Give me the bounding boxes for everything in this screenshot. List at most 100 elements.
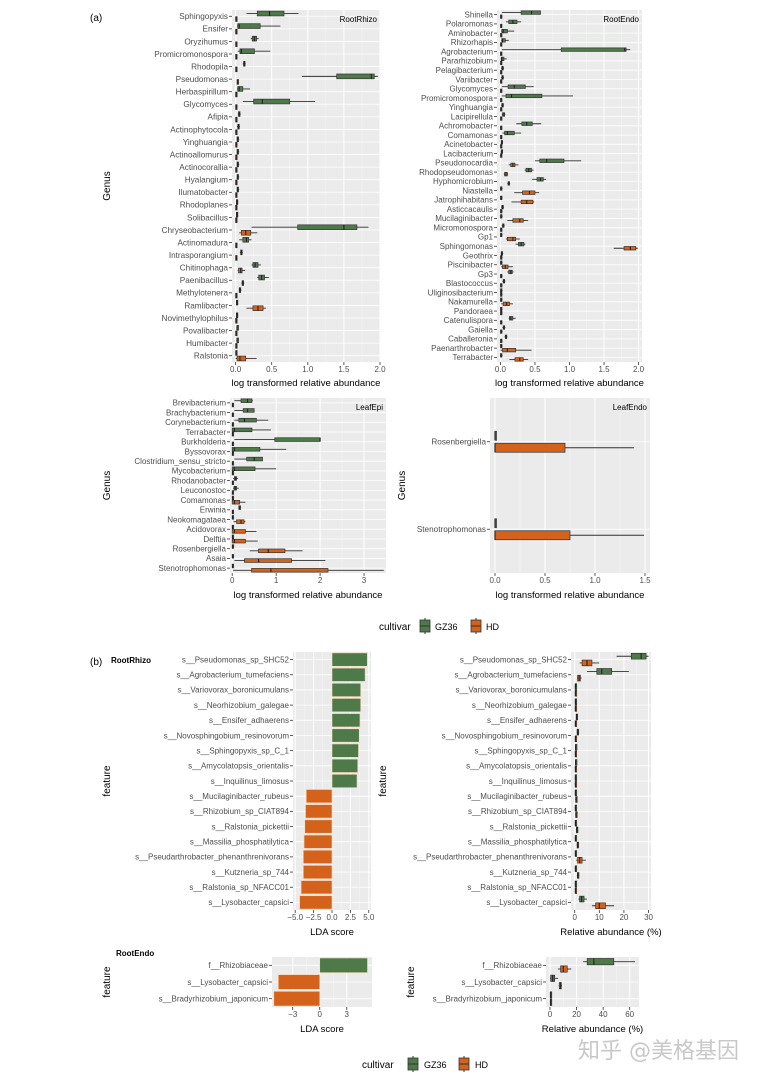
panel-strip-title: RootRhizo xyxy=(340,15,378,24)
y-tick-label: Promicromonospora xyxy=(154,50,228,59)
y-tick-label: s__Rhizobium_sp_CIAT894 xyxy=(468,807,568,816)
box-gz36 xyxy=(231,544,235,549)
y-tick-label: Caballeronia xyxy=(448,335,493,344)
lda-bar xyxy=(331,728,360,743)
box-hd xyxy=(235,28,238,35)
y-tick-label: s__Pseudomonas_sp_SHC52 xyxy=(182,655,290,664)
y-tick-label: Herbaspirillum xyxy=(176,88,229,97)
y-tick-label: Acidovorax xyxy=(186,525,226,534)
box-hd xyxy=(249,548,303,554)
box-gz36 xyxy=(237,123,240,130)
y-tick-label: Pelagibacterium xyxy=(436,66,494,75)
x-axis-title: log transformed relative abundance xyxy=(495,378,644,389)
y-tick-label: Lacibacterium xyxy=(443,149,493,158)
box-gz36 xyxy=(502,130,522,136)
y-tick-label: Leuconostoc xyxy=(181,486,226,495)
box-gz36 xyxy=(234,408,255,413)
box-body xyxy=(494,530,571,541)
box-gz36 xyxy=(500,260,503,265)
box-hd xyxy=(558,982,562,990)
box-hd xyxy=(501,264,513,269)
box-gz36 xyxy=(239,237,252,243)
box-hd xyxy=(231,500,246,505)
box-hd xyxy=(501,301,513,306)
box-hd xyxy=(235,179,238,186)
y-tick-label: s__Ensifer_adhaerens xyxy=(209,716,289,725)
y-tick-label: Stenotrophomonas xyxy=(417,525,486,534)
box-gz36 xyxy=(576,728,580,736)
y-tick-label: Terrabacter xyxy=(453,353,494,362)
box-gz36 xyxy=(235,211,239,218)
box-gz36 xyxy=(500,232,503,238)
box-body xyxy=(238,417,257,423)
y-tick-label: s__Sphingopyxis_sp_C_1 xyxy=(196,746,289,755)
box-gz36 xyxy=(583,958,636,966)
box-hd xyxy=(508,162,519,167)
box-gz36 xyxy=(532,177,547,182)
y-tick-label: s__Neorhizobium_galegae xyxy=(194,701,290,710)
box-body xyxy=(274,437,321,442)
box-body xyxy=(251,568,329,573)
x-tick-label: 1.5 xyxy=(598,365,610,374)
y-tick-label: Gp3 xyxy=(478,270,494,279)
box-gz36 xyxy=(238,287,242,293)
y-tick-label: Acinetobacter xyxy=(444,140,493,149)
box-gz36 xyxy=(500,288,503,293)
legend-key-gz36-bottom-icon xyxy=(407,1056,419,1072)
y-tick-label: Lacipirellula xyxy=(451,112,494,121)
box-gz36 xyxy=(501,10,541,15)
chart-rootrhizo: 0.0 0.5 1.0 1.5 2.0 Sphingopyxis Ensifer Oryzih… xyxy=(102,10,386,389)
box-gz36 xyxy=(236,186,240,193)
x-tick-label: 1.0 xyxy=(302,365,314,374)
box-gz36 xyxy=(237,111,241,117)
legend-bottom: cultivar GZ36 HD xyxy=(362,1056,488,1072)
box-body xyxy=(630,653,647,660)
y-tick-label: Geothrix xyxy=(463,251,493,260)
y-tick-label: Pararhizobium xyxy=(441,57,493,66)
box-gz36 xyxy=(500,56,507,62)
y-tick-label: Actinomadura xyxy=(177,238,228,247)
y-tick-label: Gaiella xyxy=(468,325,493,334)
x-tick-label: 5.0 xyxy=(363,913,375,922)
box-body xyxy=(520,10,541,15)
box-hd xyxy=(549,998,553,1006)
box-gz36 xyxy=(501,93,573,99)
y-tick-label: s__Amycolatopsis_orientalis xyxy=(466,762,567,771)
y-tick-label: Paenibacillus xyxy=(180,276,228,285)
x-tick-label: 0.5 xyxy=(529,365,541,374)
y-tick-label: Variibacter xyxy=(455,75,493,84)
y-axis-title: Genus xyxy=(102,171,113,200)
legend-top: cultivar GZ36 HD xyxy=(379,618,499,634)
box-body xyxy=(560,47,627,52)
box-gz36 xyxy=(502,279,506,284)
box-body xyxy=(336,73,375,80)
box-gz36 xyxy=(234,417,269,423)
x-tick-label: 0 xyxy=(230,576,235,585)
y-tick-label: Corynebacterium xyxy=(165,418,226,427)
box-gz36 xyxy=(504,334,508,339)
legend-key-hd-icon xyxy=(470,618,482,634)
legend-key-gz36-icon xyxy=(419,618,431,634)
box-gz36 xyxy=(251,224,369,230)
box-hd xyxy=(235,242,238,249)
y-tick-label: Polaromonas xyxy=(446,20,493,29)
box-gz36 xyxy=(501,84,534,89)
box-gz36 xyxy=(574,880,578,888)
box-gz36 xyxy=(578,895,587,903)
y-tick-label: Micromonospora xyxy=(433,223,493,232)
box-hd xyxy=(235,54,238,60)
box-hd xyxy=(500,283,503,288)
box-gz36 xyxy=(231,524,235,530)
y-tick-label: Piscinibacter xyxy=(448,261,494,270)
y-tick-label: Rhodanobacter xyxy=(171,476,226,485)
x-tick-label: 60 xyxy=(625,1010,634,1019)
box-hd xyxy=(500,134,503,140)
box-gz36 xyxy=(501,223,505,228)
box-hd xyxy=(574,765,578,773)
box-hd xyxy=(235,104,238,110)
y-tick-label: Solibacillus xyxy=(187,213,228,222)
box-hd xyxy=(500,273,503,279)
y-tick-label: Promicromonospora xyxy=(421,94,494,103)
x-tick-label: 0 xyxy=(548,1010,553,1019)
